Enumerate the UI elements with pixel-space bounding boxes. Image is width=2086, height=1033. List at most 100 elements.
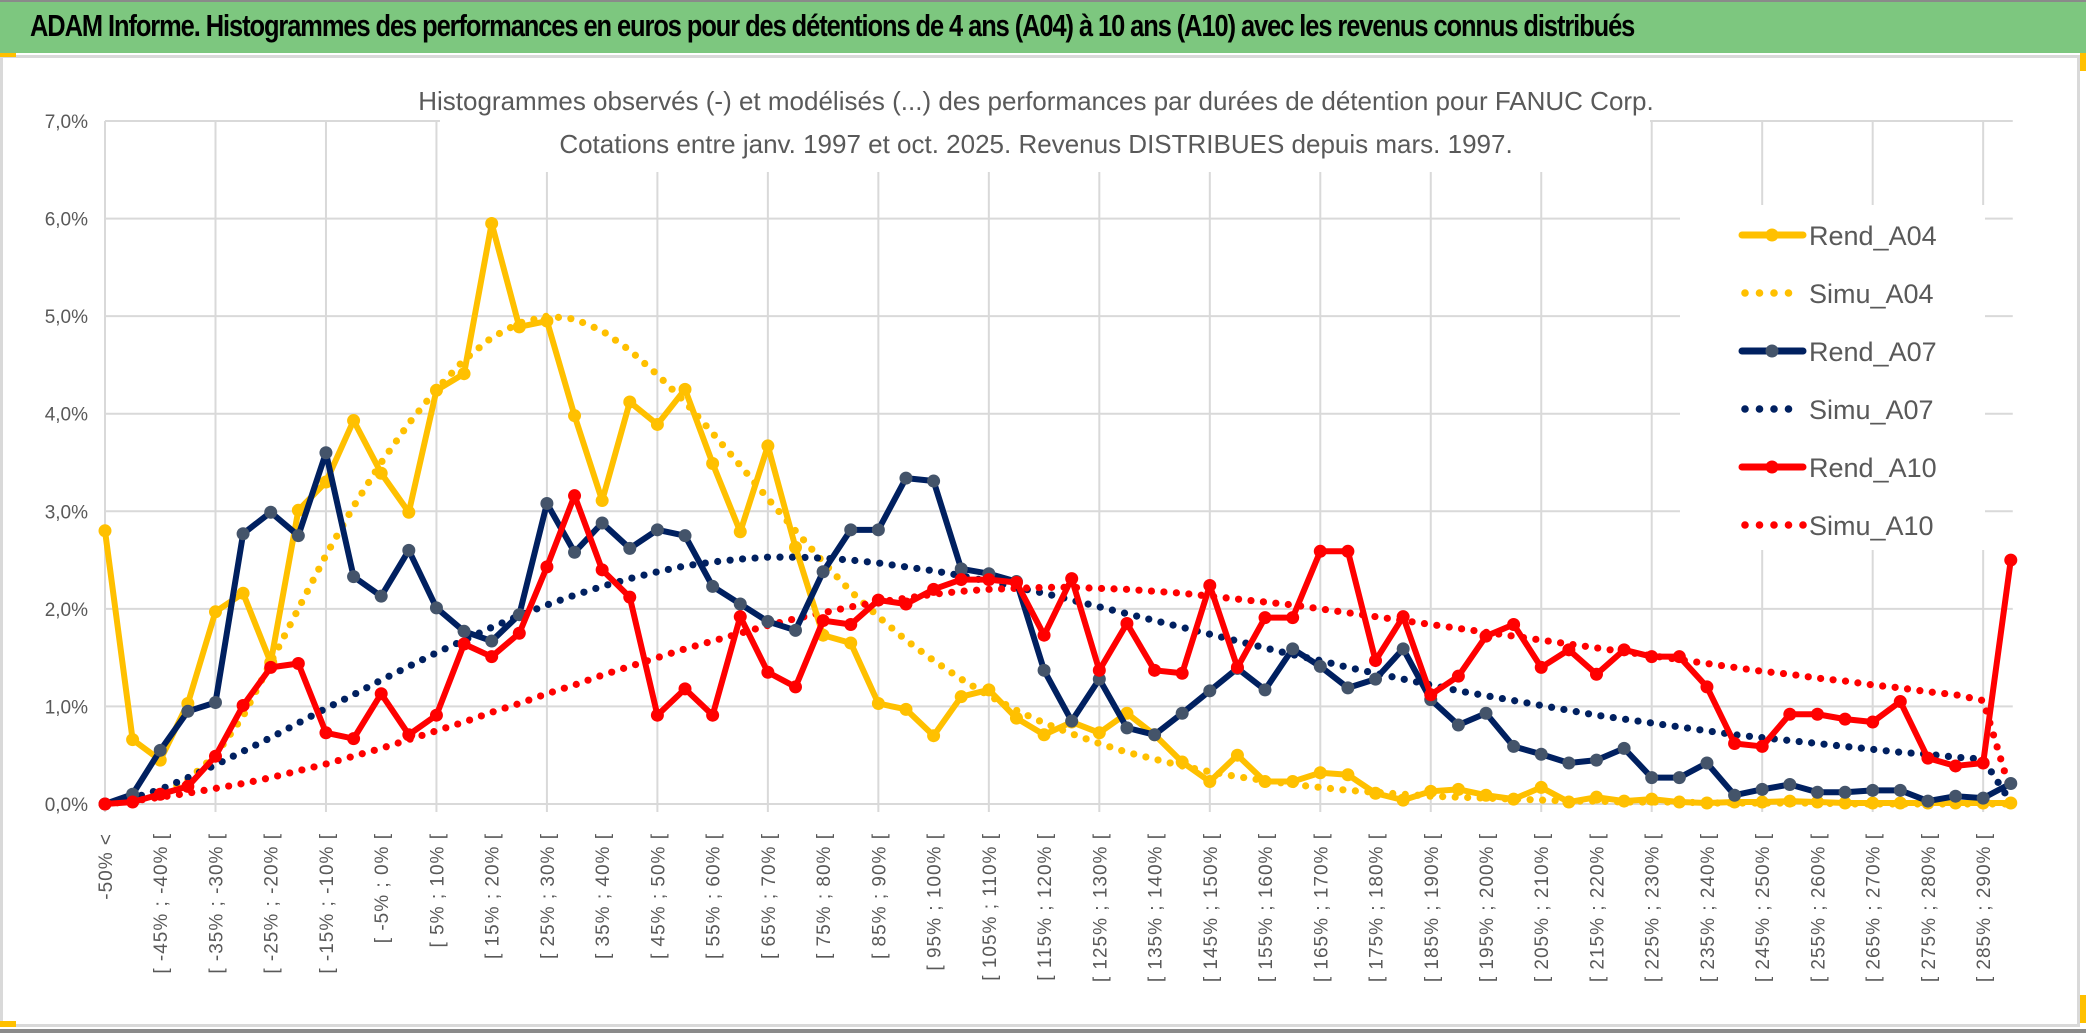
y-tick-label: 6,0% xyxy=(45,210,88,231)
model-dot xyxy=(622,343,630,351)
model-dot xyxy=(418,731,426,740)
legend-dotted-icon xyxy=(1755,289,1764,297)
model-dot xyxy=(1944,752,1953,761)
model-dot xyxy=(1792,671,1800,679)
model-dot xyxy=(710,431,718,439)
data-point xyxy=(899,702,913,716)
x-tick-label: [ 45% ; 50% [ xyxy=(648,833,669,959)
x-tick-label: [ 135% ; 140% [ xyxy=(1146,833,1167,982)
x-tick-label: [ 125% ; 130% [ xyxy=(1090,833,1111,982)
model-dot xyxy=(1498,694,1506,703)
data-point xyxy=(540,496,554,510)
model-dot xyxy=(240,747,249,755)
frame-accent xyxy=(0,53,16,57)
model-dot xyxy=(396,667,404,675)
model-dot xyxy=(225,782,233,790)
model-dot xyxy=(1572,708,1580,716)
model-dot xyxy=(948,588,956,596)
model-dot xyxy=(650,368,658,376)
model-dot xyxy=(718,441,727,449)
model-dot xyxy=(200,786,208,795)
model-dot xyxy=(334,756,342,765)
data-point xyxy=(1479,788,1493,802)
model-dot xyxy=(1969,754,1977,763)
model-dot xyxy=(274,730,282,738)
model-dot xyxy=(913,564,921,573)
data-point xyxy=(595,516,609,530)
model-dot xyxy=(1693,658,1701,666)
model-dot xyxy=(1166,759,1174,767)
model-dot xyxy=(501,704,509,712)
data-point xyxy=(733,597,747,611)
model-dot xyxy=(1272,599,1280,607)
x-tick-label: [ 175% ; 180% [ xyxy=(1367,833,1388,982)
data-point xyxy=(1672,650,1686,664)
x-tick-label: [ 255% ; 260% [ xyxy=(1808,833,1829,982)
data-point xyxy=(1341,681,1355,695)
model-dot xyxy=(655,653,663,661)
model-dot xyxy=(2000,767,2008,775)
data-point xyxy=(1507,617,1521,631)
data-point xyxy=(1562,795,1576,809)
x-tick-label: [ -25% ; -20% [ xyxy=(262,833,283,974)
model-dot xyxy=(611,336,620,344)
data-point xyxy=(761,439,775,453)
model-dot xyxy=(691,642,699,650)
model-dot xyxy=(407,417,415,425)
model-dot xyxy=(1084,600,1092,608)
model-dot xyxy=(788,615,796,624)
model-dot xyxy=(604,581,612,589)
data-point xyxy=(291,529,305,543)
data-point xyxy=(1976,756,1990,770)
model-dot xyxy=(1133,612,1141,620)
data-point xyxy=(1589,790,1603,804)
model-dot xyxy=(1110,585,1118,593)
model-dot xyxy=(533,605,541,613)
model-dot xyxy=(833,573,841,581)
data-point xyxy=(1534,747,1548,761)
data-point xyxy=(1203,775,1217,789)
data-point xyxy=(1755,739,1769,753)
legend-label: Rend_A04 xyxy=(1809,221,1937,251)
legend-marker-icon xyxy=(1765,228,1779,242)
data-point xyxy=(2004,796,2018,810)
model-dot xyxy=(878,616,886,624)
x-tick-label: [ 85% ; 90% [ xyxy=(869,833,890,959)
model-dot xyxy=(1227,772,1235,780)
model-dot xyxy=(960,587,968,595)
x-tick-label: [ 225% ; 230% [ xyxy=(1643,833,1664,982)
data-point xyxy=(1589,753,1603,767)
model-dot xyxy=(292,610,300,618)
model-dot xyxy=(861,600,869,608)
model-dot xyxy=(1767,668,1775,676)
model-dot xyxy=(320,554,329,562)
x-tick-label: [ 195% ; 200% [ xyxy=(1477,833,1498,982)
model-dot xyxy=(1609,713,1617,722)
model-dot xyxy=(1758,734,1766,742)
x-tick-label: [ 275% ; 280% [ xyxy=(1919,833,1940,982)
data-point xyxy=(1507,739,1521,753)
model-dot xyxy=(554,313,563,321)
legend-dotted-icon xyxy=(1770,521,1778,529)
model-dot xyxy=(917,647,925,655)
data-point xyxy=(1893,783,1907,797)
model-dot xyxy=(556,596,564,604)
model-dot xyxy=(1717,661,1726,670)
model-dot xyxy=(1829,676,1837,684)
model-dot xyxy=(775,507,783,516)
x-tick-label: [ 5% ; 10% [ xyxy=(427,833,448,947)
data-point xyxy=(1921,794,1935,808)
model-dot xyxy=(1957,753,1965,762)
data-point xyxy=(1810,707,1824,721)
model-dot xyxy=(1278,648,1286,656)
model-dot xyxy=(1247,596,1255,605)
model-dot xyxy=(374,678,382,686)
model-dot xyxy=(275,643,283,651)
data-point xyxy=(457,624,471,638)
model-dot xyxy=(1755,667,1763,675)
data-point xyxy=(595,494,609,508)
model-dot xyxy=(679,645,687,654)
data-point xyxy=(264,660,278,674)
data-point xyxy=(678,382,692,396)
x-tick-label: [ 185% ; 190% [ xyxy=(1422,833,1443,982)
